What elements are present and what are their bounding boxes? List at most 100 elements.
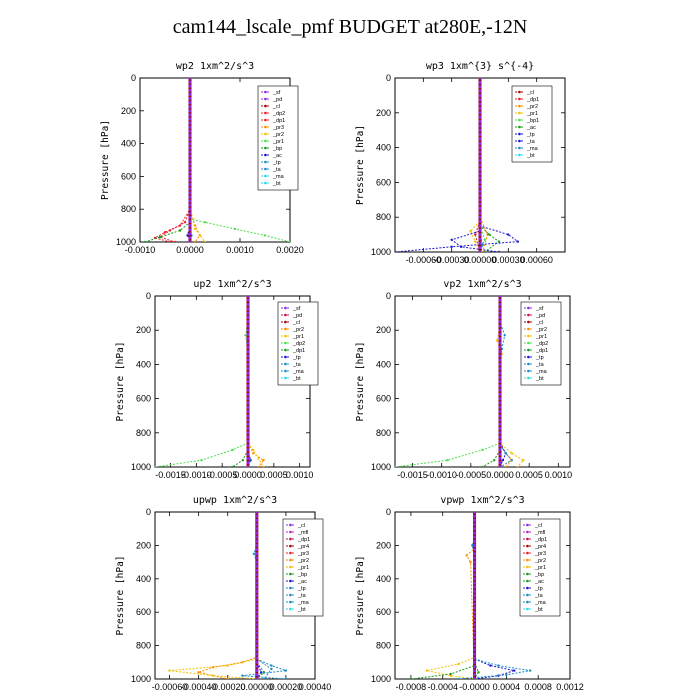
legend-label: _pr1 — [297, 565, 309, 571]
legend-marker — [527, 334, 530, 338]
zero-profile-marker — [246, 414, 250, 418]
legend-label: _cl — [535, 320, 543, 326]
legend-label: _pr1 — [535, 334, 547, 340]
series-point — [477, 671, 480, 674]
zero-profile-marker — [478, 146, 482, 150]
zero-profile-marker — [188, 236, 192, 240]
zero-profile-marker — [498, 367, 502, 371]
legend-marker — [526, 537, 529, 541]
zero-profile-marker — [478, 219, 482, 224]
series-line-ta — [450, 78, 499, 252]
y-tick-label: 600 — [376, 394, 391, 404]
series-point — [252, 452, 255, 455]
x-tick-label: -0.0008 — [396, 682, 427, 692]
zero-profile-marker — [188, 158, 192, 162]
y-tick-label: 800 — [376, 641, 391, 651]
zero-profile-marker — [478, 98, 482, 102]
zero-profile-marker — [478, 250, 482, 252]
zero-profile-marker — [478, 224, 482, 228]
zero-profile-marker — [188, 146, 192, 150]
legend-label: _bt — [535, 376, 544, 382]
series-point — [168, 669, 171, 672]
zero-profile-marker — [188, 183, 192, 187]
zero-profile-marker — [478, 115, 482, 119]
series-point — [203, 240, 207, 242]
zero-profile-marker — [246, 452, 250, 456]
legend-label: _sf — [272, 90, 281, 96]
series-line-pr1 — [169, 512, 258, 679]
zero-profile-marker — [472, 614, 477, 618]
series-point — [163, 231, 167, 234]
zero-profile-marker — [188, 178, 192, 183]
zero-profile-marker — [498, 448, 502, 452]
zero-profile-marker — [498, 452, 502, 456]
zero-profile-marker — [188, 105, 192, 109]
legend-label: _mfl — [297, 530, 308, 536]
zero-profile-marker — [478, 85, 482, 89]
legend-marker — [526, 544, 529, 548]
legend-label: _tp — [535, 355, 544, 361]
series-line-pr2 — [189, 78, 206, 242]
legend-marker — [264, 118, 267, 122]
zero-profile-marker — [255, 660, 259, 664]
series-point — [178, 224, 182, 227]
series-point — [143, 240, 147, 242]
zero-profile-marker — [472, 535, 477, 539]
zero-profile-marker — [478, 80, 482, 84]
legend: _sf_pd_cl_pr2_pr1_dp2_dp1_tp_ta_ma_bt — [277, 301, 319, 386]
zero-profile-marker — [255, 514, 259, 518]
legend-marker — [518, 132, 521, 136]
series-point — [449, 674, 452, 677]
zero-profile-marker — [498, 431, 502, 435]
series-point — [510, 452, 513, 455]
zero-profile-marker — [478, 132, 482, 137]
legend-marker — [284, 369, 287, 373]
y-axis-label: Pressure [hPa] — [115, 341, 126, 421]
zero-profile-marker — [472, 539, 477, 543]
series-point — [469, 560, 472, 564]
zero-profile-marker — [188, 113, 192, 117]
zero-profile-marker — [472, 631, 477, 635]
zero-profile-marker — [246, 388, 250, 392]
legend-label: _ma — [534, 600, 547, 606]
zero-profile-marker — [478, 106, 482, 111]
zero-profile-marker — [498, 362, 502, 366]
zero-profile-marker — [188, 162, 192, 166]
zero-profile-marker — [188, 88, 192, 92]
x-tick-label: 0.00000 — [241, 682, 274, 692]
zero-profile-marker — [478, 193, 482, 198]
zero-profile-marker — [255, 652, 259, 656]
panel-title: up2 1xm^2/s^3 — [193, 279, 271, 290]
series-point — [270, 664, 273, 667]
zero-profile-marker — [246, 307, 250, 311]
legend-box — [257, 85, 299, 191]
zero-profile-marker — [246, 456, 250, 461]
zero-profile-marker — [188, 92, 192, 96]
series-point — [465, 554, 468, 557]
zero-profile-marker — [246, 439, 250, 443]
legend-marker — [518, 125, 521, 129]
legend-marker — [526, 579, 529, 583]
legend-label: _dp2 — [272, 111, 285, 117]
zero-profile-marker — [246, 392, 250, 396]
panel-title: wp2 1xm^2/s^3 — [176, 61, 254, 72]
zero-profile-marker — [498, 337, 502, 341]
legend-label: _pd — [535, 313, 545, 319]
y-tick-label: 0 — [386, 73, 391, 83]
zero-profile-marker — [188, 109, 192, 113]
series-point — [252, 552, 256, 555]
panel-2: wp3 1xm^{3} s^{-4} Pressure [hPa] 0 200 400 6… — [355, 61, 566, 265]
zero-profile-marker — [478, 215, 482, 219]
legend-marker — [527, 348, 530, 352]
zero-profile-marker — [498, 298, 502, 302]
plot-frame — [394, 511, 571, 680]
legend-marker — [526, 600, 529, 604]
zero-profile-marker — [255, 518, 259, 522]
series-point — [497, 240, 501, 243]
zero-profile-marker — [472, 556, 477, 560]
x-tick-label: -0.0005 — [207, 470, 238, 480]
zero-profile-marker — [478, 211, 482, 215]
zero-profile-marker — [246, 332, 250, 337]
legend-label: _dp2 — [535, 341, 548, 347]
panel-title: upwp 1xm^2/s^3 — [193, 495, 277, 506]
